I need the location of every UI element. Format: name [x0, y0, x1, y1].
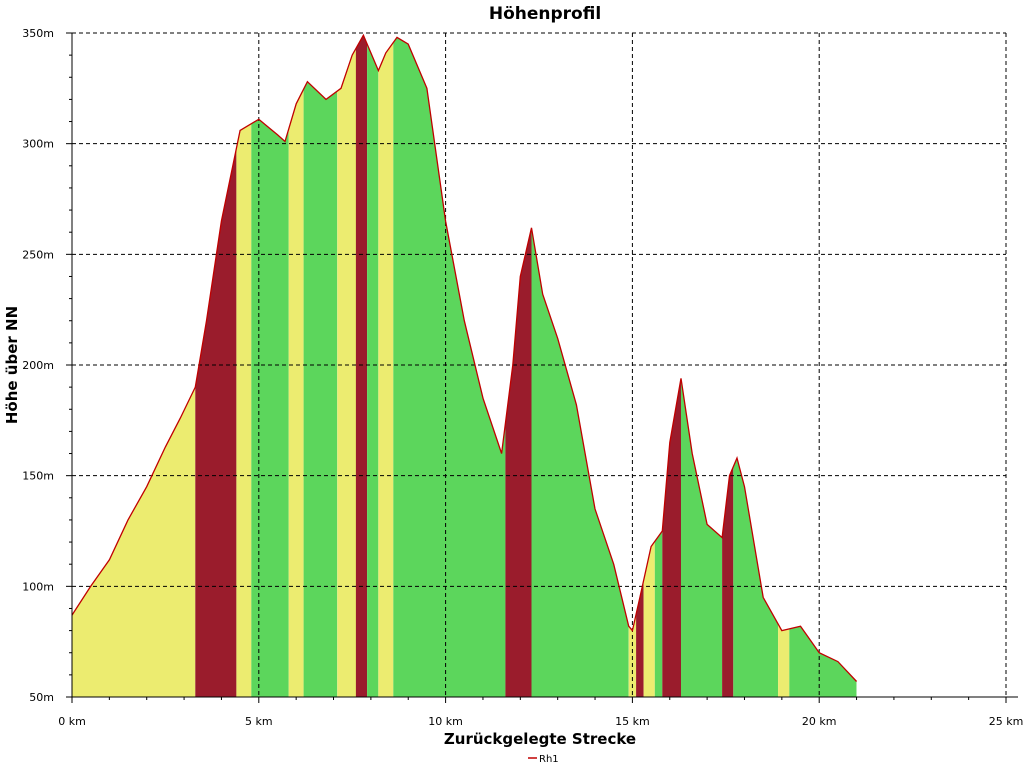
x-tick-label: 0 km	[58, 715, 86, 728]
slope-band-steep	[355, 35, 368, 697]
chart-title: Höhenprofil	[489, 4, 601, 24]
y-tick-label: 100m	[22, 580, 54, 593]
y-axis-title: Höhe über NN	[3, 306, 21, 424]
x-tick-label: 20 km	[802, 715, 837, 728]
slope-band-moderate	[337, 35, 356, 697]
y-tick-label: 200m	[22, 359, 54, 372]
slope-band-moderate	[378, 35, 394, 697]
legend-label-rh1: Rh1	[539, 754, 559, 765]
slope-band-moderate	[236, 35, 252, 697]
y-axis-ticks: 50m 100m 150m 200m 250m 300m 350m	[22, 27, 72, 704]
slope-band-moderate	[72, 35, 196, 697]
x-tick-label: 10 km	[428, 715, 463, 728]
x-tick-label: 25 km	[989, 715, 1024, 728]
y-tick-label: 150m	[22, 470, 54, 483]
slope-band-flat	[367, 35, 379, 697]
y-tick-label: 50m	[29, 691, 54, 704]
slope-band-steep	[662, 35, 681, 697]
profile-series	[71, 33, 858, 682]
y-tick-label: 350m	[22, 27, 54, 40]
series-line-rh1	[71, 33, 858, 682]
y-tick-label: 250m	[22, 248, 54, 261]
slope-band-moderate	[288, 35, 304, 697]
x-axis-ticks: 0 km 5 km 10 km 15 km 20 km 25 km	[58, 697, 1023, 728]
y-tick-label: 300m	[22, 138, 54, 151]
slope-band-flat	[681, 35, 723, 697]
x-axis-title: Zurückgelegte Strecke	[444, 730, 636, 748]
x-tick-label: 5 km	[245, 715, 273, 728]
x-tick-label: 15 km	[615, 715, 650, 728]
legend: Rh1	[528, 754, 559, 765]
